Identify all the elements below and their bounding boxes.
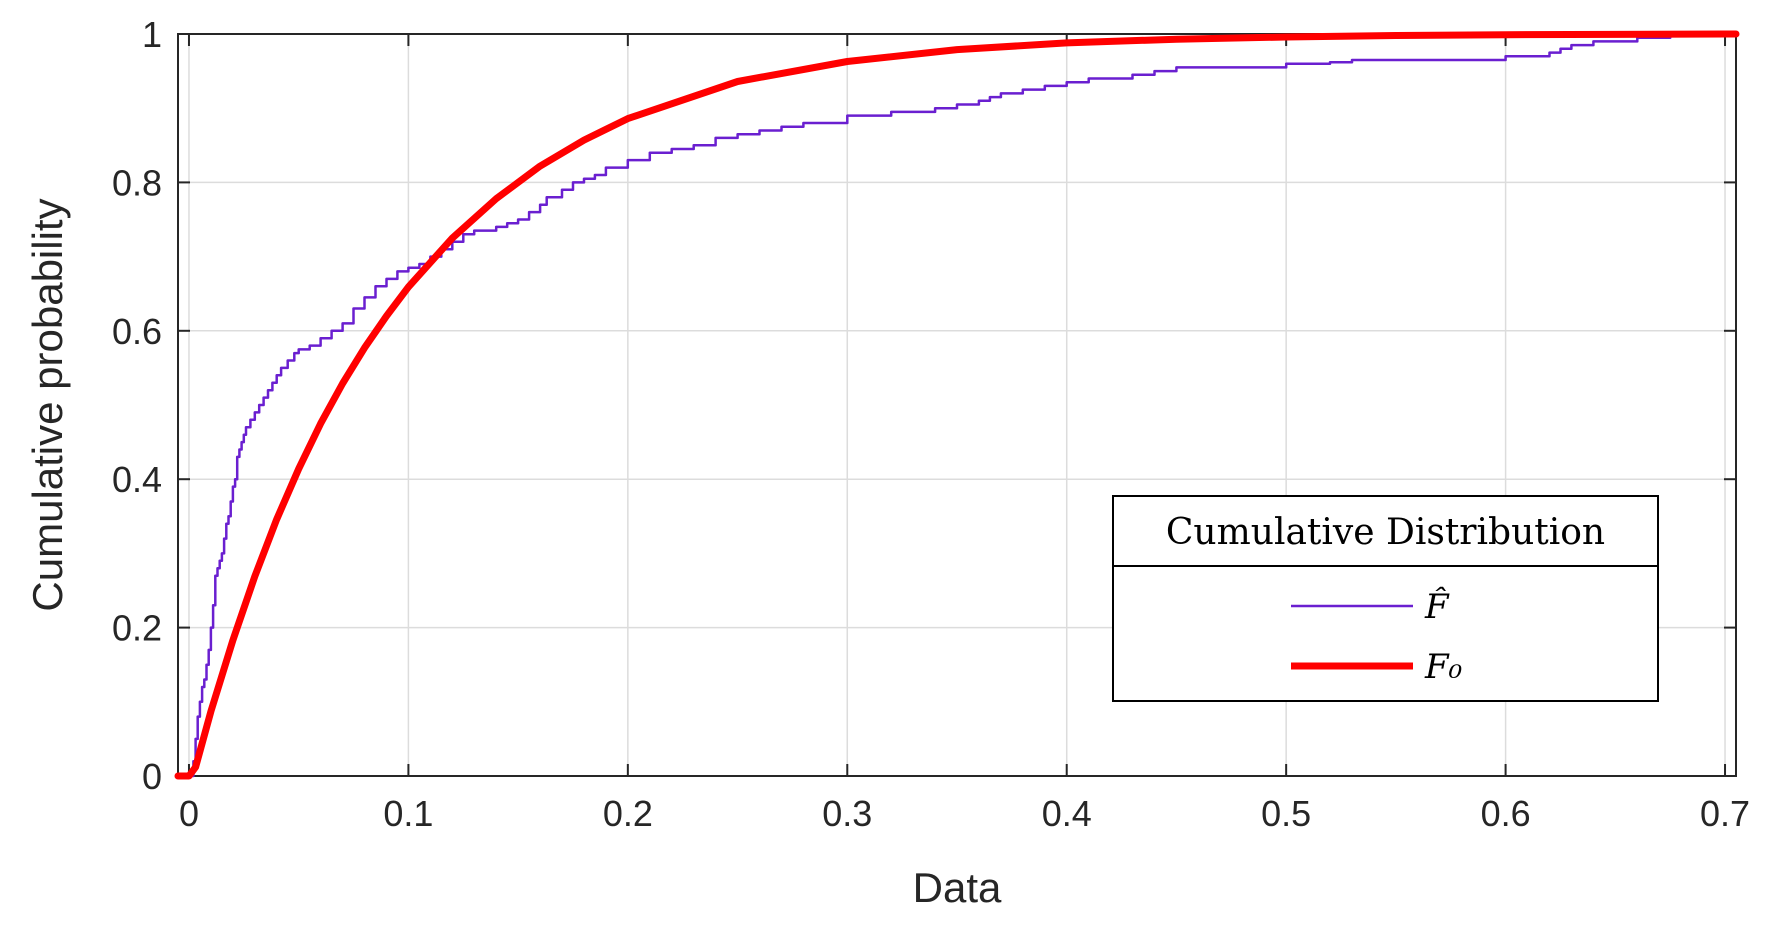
series-layer: [174, 30, 1740, 780]
y-axis-label: Cumulative probability: [24, 198, 71, 611]
x-axis-label: Data: [913, 864, 1002, 911]
y-tick-label: 0.8: [112, 162, 162, 203]
x-tick-label: 0.5: [1261, 793, 1311, 834]
x-tick-label: 0.3: [822, 793, 872, 834]
y-tick-label: 0.6: [112, 311, 162, 352]
legend: Cumulative Distribution F̂ F₀: [1112, 495, 1659, 702]
y-tick-label: 0: [142, 756, 162, 797]
axis-ticks: 0 0.1 0.2 0.3 0.4 0.5 0.6 0.7 0 0.2 0.4 0.6 0.8 1: [112, 14, 1750, 834]
x-tick-label: 0.2: [603, 793, 653, 834]
x-tick-label: 0.4: [1042, 793, 1092, 834]
series-f0-line: [174, 30, 1740, 780]
legend-title: Cumulative Distribution: [1166, 512, 1605, 553]
x-tick-label: 0: [179, 793, 199, 834]
legend-label-f-hat: F̂: [1424, 586, 1450, 627]
y-tick-label: 1: [142, 14, 162, 55]
y-tick-label: 0.4: [112, 459, 162, 500]
plot-area-frame: [177, 33, 1737, 777]
legend-label-f0: F₀: [1424, 647, 1463, 687]
y-tick-label: 0.2: [112, 608, 162, 649]
x-tick-label: 0.6: [1481, 793, 1531, 834]
x-tick-label: 0.1: [383, 793, 433, 834]
x-tick-label: 0.7: [1700, 793, 1750, 834]
